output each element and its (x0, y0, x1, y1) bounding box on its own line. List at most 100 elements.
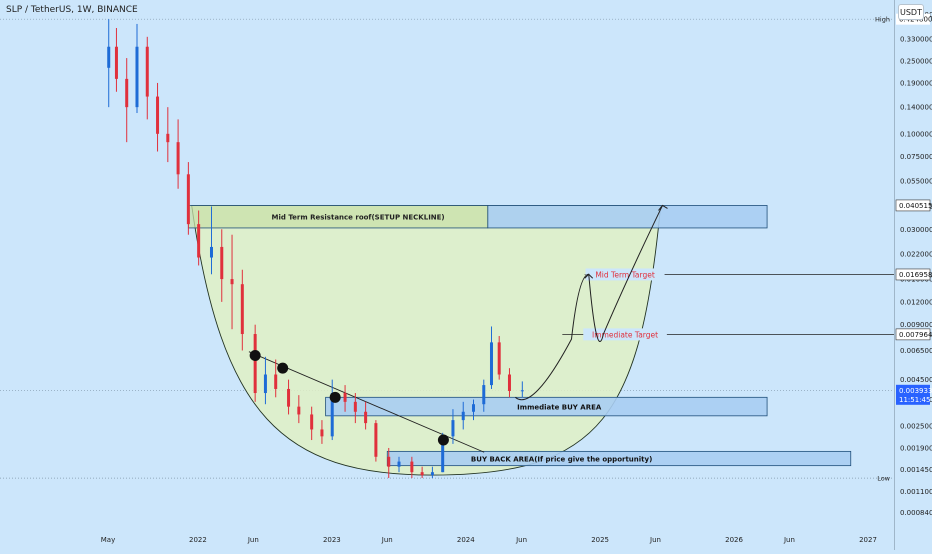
marker-dot (249, 350, 261, 362)
y-tick-label: 0.006500 (900, 347, 932, 355)
candle-body (166, 133, 170, 143)
candle-body (472, 404, 476, 412)
candle (353, 393, 357, 424)
zone-2: Immediate BUY AREA (325, 396, 768, 417)
candle (497, 336, 501, 380)
y-tick-label: 0.190000 (900, 79, 932, 87)
candle-body (353, 401, 357, 412)
zone-box (487, 205, 768, 229)
y-tick-label: 0.001100 (900, 488, 932, 496)
candle (186, 162, 190, 235)
zone-label: Mid Term Resistance roof(SETUP NECKLINE) (272, 214, 445, 222)
candle-body (114, 46, 118, 79)
candle (166, 107, 170, 163)
candle-body (482, 385, 486, 405)
candle (287, 379, 291, 415)
candle-body (489, 342, 493, 386)
candle (176, 119, 180, 189)
candle (297, 395, 301, 424)
candle-body (176, 142, 180, 175)
candle (330, 379, 334, 441)
x-tick-label: 2026 (725, 536, 743, 544)
price-tag: Low (877, 475, 890, 483)
candle-body (107, 46, 111, 68)
target-label: Immediate Target (592, 330, 658, 339)
marker-dot (329, 391, 341, 403)
y-tick-label: 0.330000 (900, 36, 932, 44)
candle (420, 466, 424, 479)
y-tick-label: 0.140000 (900, 104, 932, 112)
candle (489, 326, 493, 389)
candle-body (330, 393, 334, 437)
x-tick-label: 2024 (457, 536, 475, 544)
candle (145, 36, 149, 120)
countdown-timer: 11:51:45 (899, 396, 930, 404)
candle-body (310, 414, 314, 430)
price-tag-value: 0.016958 (899, 271, 932, 279)
candle (209, 206, 213, 275)
candle (197, 210, 201, 266)
price-tag: 0.040515 (895, 199, 932, 212)
target-label-bg (585, 268, 665, 281)
price-tag-box (895, 328, 931, 341)
candle-body (420, 472, 424, 476)
y-tick-label: 0.001900 (900, 444, 932, 452)
candle-body (230, 279, 234, 285)
target-2: Immediate Target (562, 328, 894, 341)
candle-body (274, 374, 278, 389)
candle-body (145, 46, 149, 97)
candle (253, 324, 257, 402)
y-tick-label: 0.004500 (900, 376, 932, 384)
target-1: Mid Term Target (584, 268, 894, 281)
candle (310, 406, 314, 441)
candle-body (220, 246, 224, 280)
candle-body (343, 393, 347, 402)
x-tick-label: 2022 (189, 536, 207, 544)
price-tag: 0.016958 (895, 268, 932, 281)
price-tag-name: Low (877, 475, 890, 483)
candle (507, 368, 511, 398)
candle (387, 447, 391, 479)
y-tick-label: 0.001450 (900, 466, 932, 474)
candle (240, 269, 244, 351)
candle-body (507, 374, 511, 391)
candle (374, 420, 378, 462)
candle (220, 229, 224, 302)
candle-body (209, 246, 213, 258)
x-tick-label: 2025 (591, 536, 609, 544)
candle-body (374, 423, 378, 457)
x-tick-label: Jun (247, 536, 259, 544)
candle (107, 19, 111, 108)
candle (230, 234, 234, 330)
candle (397, 456, 401, 473)
x-tick-label: May (101, 536, 115, 544)
x-tick-label: 2027 (859, 536, 877, 544)
marker-dot (437, 434, 449, 446)
candle-body (410, 461, 414, 473)
x-tick-label: Jun (381, 536, 393, 544)
y-tick-label: 0.075000 (900, 153, 932, 161)
candle-body (387, 456, 391, 467)
x-tick-label: 2023 (323, 536, 341, 544)
zone-1: Mid Term Resistance roof(SETUP NECKLINE) (187, 205, 768, 229)
currency-button[interactable]: USDT (898, 4, 924, 20)
price-tag-value: 0.007964 (899, 331, 932, 339)
candle-body (520, 390, 524, 392)
candle-body (263, 374, 267, 394)
candle (461, 401, 465, 430)
projection-arrow (584, 273, 594, 279)
price-tag-box (895, 199, 931, 212)
price-tag-value: 0.003933 (899, 387, 932, 395)
candle (156, 82, 160, 152)
candle (114, 28, 118, 92)
candle (274, 359, 278, 398)
x-tick-label: Jun (515, 536, 527, 544)
candle-body (441, 436, 445, 473)
candle-body (461, 411, 465, 421)
candle-body (297, 406, 301, 415)
candle-body (397, 461, 401, 467)
projection-arrow (658, 204, 668, 211)
